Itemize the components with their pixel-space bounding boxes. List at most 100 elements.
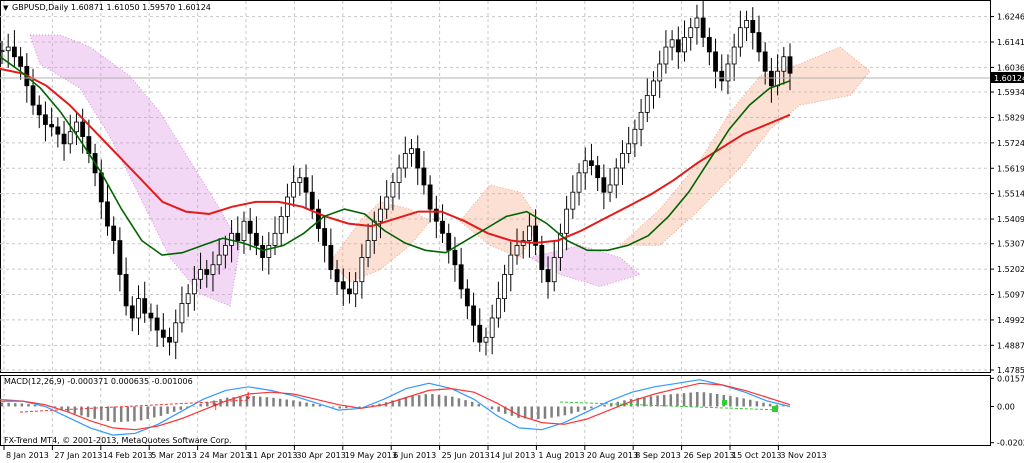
macd-label: MACD(12,26,9) -0.000371 0.000635 -0.0010…	[4, 377, 193, 386]
candle-body	[74, 121, 79, 133]
candle-body	[402, 153, 408, 169]
price-tick-label: 1.56190	[997, 164, 1024, 173]
main-pane-frame	[0, 0, 991, 373]
candle-body	[731, 46, 737, 65]
price-tick-label: 1.50970	[997, 291, 1024, 300]
candle-body	[527, 225, 532, 241]
price-tick-label: 1.60360	[997, 63, 1024, 72]
candle-body	[179, 303, 185, 324]
candle-body	[508, 254, 514, 275]
candle-body	[737, 27, 743, 48]
time-tick-label: 30 Apr 2013	[296, 451, 345, 460]
candle-body	[49, 124, 55, 128]
price-tick-label: 1.54090	[997, 215, 1024, 224]
time-tick-label: 25 Jun 2013	[442, 451, 490, 460]
candle-body	[582, 160, 588, 174]
candle-body	[210, 264, 216, 275]
copyright-text: FX-Trend MT4, © 2001-2013, MetaQuotes So…	[4, 436, 232, 445]
candle-body	[266, 245, 272, 258]
candle-body	[80, 121, 86, 137]
header-arrow-icon[interactable]: ▼	[3, 4, 9, 12]
signal-dot-icon	[772, 406, 778, 412]
candle-body	[669, 39, 675, 48]
time-tick-label: 26 Sep 2013	[684, 451, 735, 460]
candle-body	[309, 191, 315, 210]
price-tick-label: 1.47850	[997, 366, 1024, 375]
candle-body	[682, 36, 687, 53]
candle-body	[117, 240, 123, 275]
price-tick-label: 1.61410	[997, 38, 1024, 47]
candle-body	[713, 51, 718, 72]
candle-body	[216, 254, 222, 266]
candle-body	[446, 232, 452, 251]
candle-body	[725, 63, 731, 82]
candle-body	[483, 336, 489, 343]
candle-body	[347, 288, 352, 295]
candle-body	[775, 70, 780, 87]
candle-body	[452, 249, 458, 266]
candle-body	[334, 269, 340, 283]
macd-trend-line-2	[559, 401, 781, 411]
candle-body	[502, 274, 507, 300]
candle-body	[688, 27, 694, 38]
candle-body	[657, 63, 663, 82]
candle-body	[18, 56, 24, 67]
time-tick-label: 1 Aug 2013	[538, 451, 584, 460]
macd-trend-line-1	[19, 399, 251, 413]
candle-body	[477, 324, 483, 343]
macd-tick-label: -0.020271	[997, 439, 1024, 448]
candle-body	[700, 17, 706, 38]
candle-body	[222, 245, 228, 256]
price-tick-label: 1.48870	[997, 341, 1024, 350]
candle-body	[340, 281, 346, 290]
candle-body	[558, 232, 563, 258]
candle-body	[322, 228, 328, 246]
candle-body	[61, 133, 67, 145]
candle-body	[551, 257, 557, 283]
price-tick-label: 1.52020	[997, 265, 1024, 274]
price-tick-label: 1.49920	[997, 316, 1024, 325]
candle-body	[167, 336, 172, 343]
candle-body	[750, 20, 756, 33]
current-price-tag	[991, 72, 1024, 83]
candle-body	[384, 196, 390, 210]
time-tick-label: 14 Jul 2013	[490, 451, 535, 460]
candle-body	[539, 245, 545, 271]
macd-pane-frame	[0, 375, 991, 446]
time-tick-label: 19 May 2013	[345, 451, 397, 460]
candle-body	[154, 317, 160, 331]
candle-body	[278, 215, 284, 234]
price-axis: 1.62460 1.61410 1.60360 1.59340 1.58290 1.572…	[990, 13, 1024, 375]
signal-dot-icon	[722, 400, 727, 405]
candle-body	[297, 177, 303, 183]
macd-axis: 0.015758 0.00 -0.020271	[990, 374, 1024, 448]
time-tick-label: 8 Sep 2013	[635, 451, 681, 460]
candle-body	[533, 225, 539, 246]
candle-body	[768, 70, 774, 87]
candle-body	[378, 208, 383, 222]
candle-body	[359, 257, 365, 283]
candle-body	[744, 20, 749, 29]
time-tick-label: 14 Feb 2013	[103, 451, 153, 460]
candle-body	[142, 298, 148, 314]
candle-body	[440, 220, 445, 234]
macd-tick-label: 0.015758	[997, 374, 1024, 383]
main-grid	[0, 1, 990, 372]
candle-body	[589, 160, 594, 166]
candle-body	[396, 167, 402, 183]
cloud-bull-region	[618, 46, 871, 246]
candle-body	[0, 50, 5, 53]
current-price-label: 1.60124	[994, 74, 1024, 83]
candle-body	[204, 269, 210, 275]
candle-body	[198, 269, 203, 280]
candle-body	[328, 245, 334, 271]
candle-body	[241, 220, 247, 241]
time-tick-label: 24 Mar 2013	[200, 451, 251, 460]
chart-header: GBPUSD,Daily 1.60871 1.61050 1.59570 1.6…	[12, 3, 211, 12]
candle-body	[601, 177, 607, 193]
time-tick-label: 27 Jan 2013	[54, 451, 102, 460]
candle-body	[291, 182, 297, 198]
